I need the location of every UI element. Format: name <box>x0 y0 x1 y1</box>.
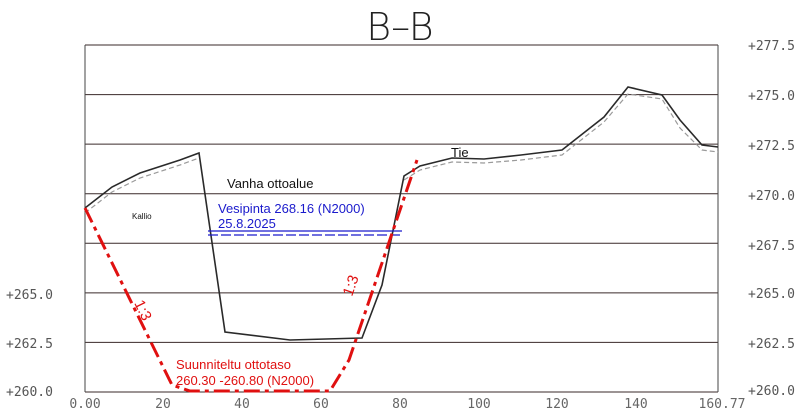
right-label-277-5: +277.5 <box>748 39 795 54</box>
right-label-275-0: +275.0 <box>748 89 795 104</box>
left-label-260-0: +260.0 <box>6 385 53 400</box>
road-label: Tie <box>451 145 469 160</box>
slope-label-left: 1:3 <box>130 297 154 323</box>
right-label-267-5: +267.5 <box>748 239 795 254</box>
water-level-date: 25.8.2025 <box>218 216 276 231</box>
old-extraction-area-label: Vanha ottoalue <box>227 176 314 191</box>
terrain-profile-line <box>84 86 719 341</box>
section-title: B–B <box>366 5 433 49</box>
left-label-262-5: +262.5 <box>6 337 53 352</box>
right-label-270-0: +270.0 <box>748 189 795 204</box>
right-label-260-0: +260.0 <box>748 384 795 399</box>
terrain-dashed-left <box>84 157 200 214</box>
planned-level-label: Suunniteltu ottotaso <box>176 357 291 372</box>
planned-extraction-profile <box>83 159 419 393</box>
x-tick-160-77: 160.77 <box>699 397 746 412</box>
x-tick-100: 100 <box>467 397 490 412</box>
bedrock-label: Kallio <box>132 212 152 221</box>
x-tick-120: 120 <box>545 397 568 412</box>
right-label-265-0: +265.0 <box>748 287 795 302</box>
water-level-label: Vesipinta 268.16 (N2000) <box>218 201 365 216</box>
planned-level-value: 260.30 -260.80 (N2000) <box>176 373 314 388</box>
elevation-grid <box>85 44 718 393</box>
x-tick-140: 140 <box>624 397 647 412</box>
left-label-265-0: +265.0 <box>6 288 53 303</box>
x-tick-0: 0.00 <box>69 397 100 412</box>
x-tick-20: 20 <box>155 397 171 412</box>
slope-label-right: 1:3 <box>340 273 363 298</box>
x-tick-80: 80 <box>392 397 408 412</box>
x-tick-60: 60 <box>313 397 329 412</box>
x-tick-40: 40 <box>234 397 250 412</box>
right-label-262-5: +262.5 <box>748 337 795 352</box>
right-label-272-5: +272.5 <box>748 139 795 154</box>
